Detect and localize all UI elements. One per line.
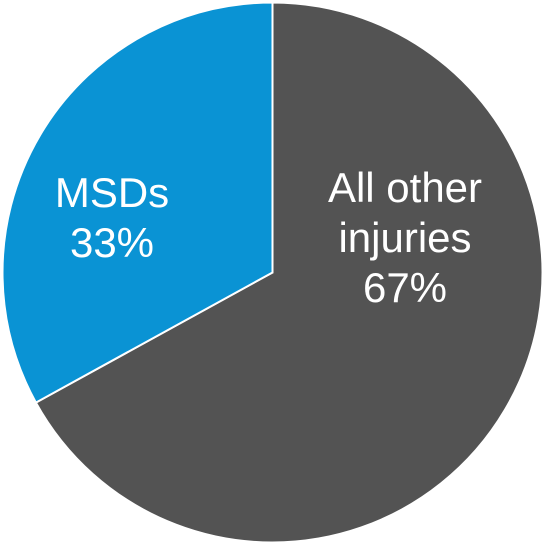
slice-label: MSDs 33% [12,168,212,268]
slice-label: All other injuries 67% [305,163,505,313]
pie-slice [34,1,544,544]
category-label: All other injuries [327,164,483,261]
value-label: 33% [69,219,155,266]
category-label: MSDs [54,169,170,216]
value-label: 67% [362,264,448,311]
pie-slice [1,1,274,404]
